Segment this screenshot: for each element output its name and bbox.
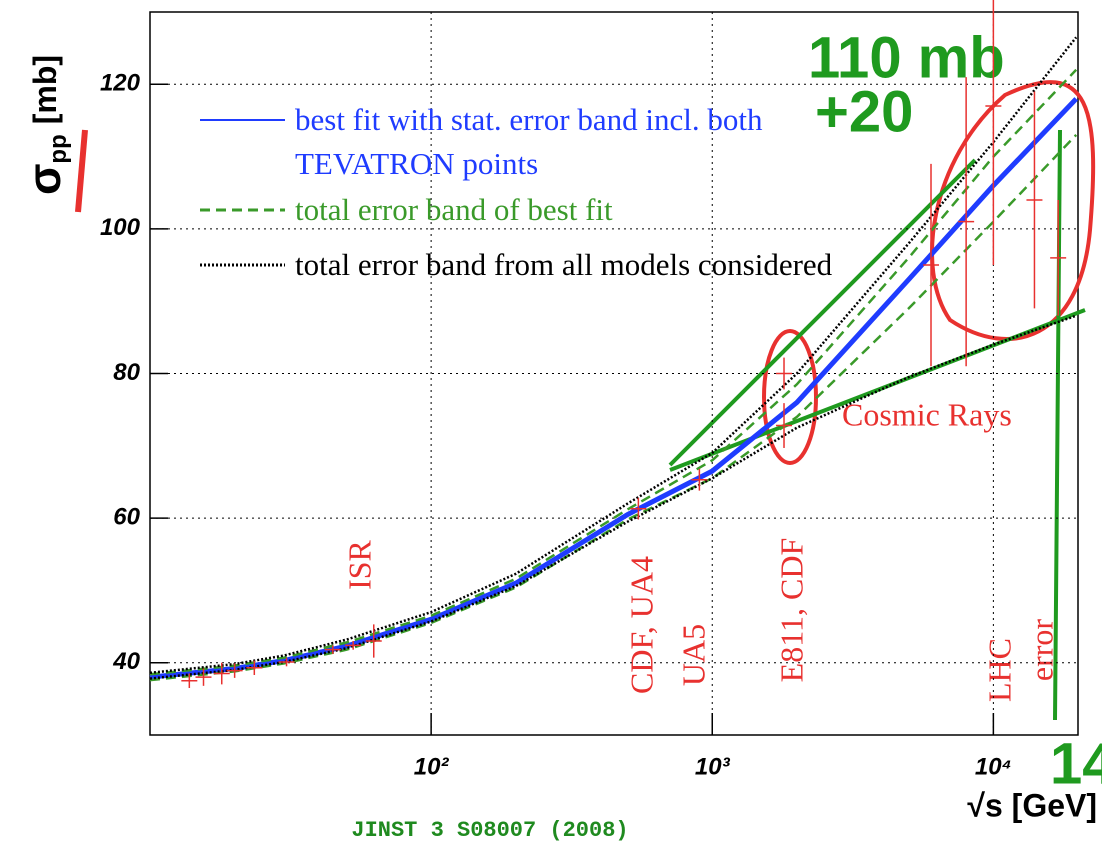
x-tick-label: 10³ xyxy=(695,753,731,780)
annotation: Cosmic Rays xyxy=(842,396,1012,432)
series-line xyxy=(149,68,1078,676)
y-label-symbol: σ xyxy=(18,164,70,195)
series-line xyxy=(149,97,1079,680)
y-label-unit: [mb] xyxy=(27,55,63,124)
green-stroke xyxy=(668,129,1086,721)
handwritten-note: 14 xyxy=(1050,731,1102,796)
legend-label: best fit with stat. error band incl. bot… xyxy=(295,102,763,181)
legend-label: total error band of best fit xyxy=(295,192,613,227)
red-circle xyxy=(930,80,1096,342)
red-mark xyxy=(75,129,88,213)
legend-label: total error band from all models conside… xyxy=(295,247,833,282)
citation: JINST 3 S08007 (2008) xyxy=(351,818,628,843)
x-axis-label: √s [GeV] xyxy=(967,787,1097,823)
y-tick-label: 80 xyxy=(113,359,140,386)
annotation: E811, CDF xyxy=(773,538,809,683)
series-line xyxy=(149,134,1078,682)
y-tick-label: 100 xyxy=(100,214,141,241)
y-tick-label: 60 xyxy=(113,503,140,530)
y-tick-label: 40 xyxy=(112,648,140,675)
annotation: CDF, UA4 xyxy=(623,556,659,694)
x-tick-label: 10⁴ xyxy=(975,753,1012,780)
annotation: error xyxy=(1023,619,1059,682)
series-line xyxy=(149,314,1077,680)
series-line xyxy=(149,36,1078,675)
handwritten-note: 110 mb xyxy=(808,25,1005,90)
handwritten-note: +20 xyxy=(815,79,913,144)
y-tick-label: 120 xyxy=(100,70,141,97)
annotation: LHC xyxy=(981,638,1017,702)
y-label-subscript: pp xyxy=(45,134,72,163)
hand-strokes xyxy=(75,80,1096,721)
annotation: UA5 xyxy=(675,624,711,686)
y-axis-label: σpp [mb] xyxy=(18,55,72,195)
annotation: ISR xyxy=(341,539,377,589)
x-tick-label: 10² xyxy=(414,753,450,780)
